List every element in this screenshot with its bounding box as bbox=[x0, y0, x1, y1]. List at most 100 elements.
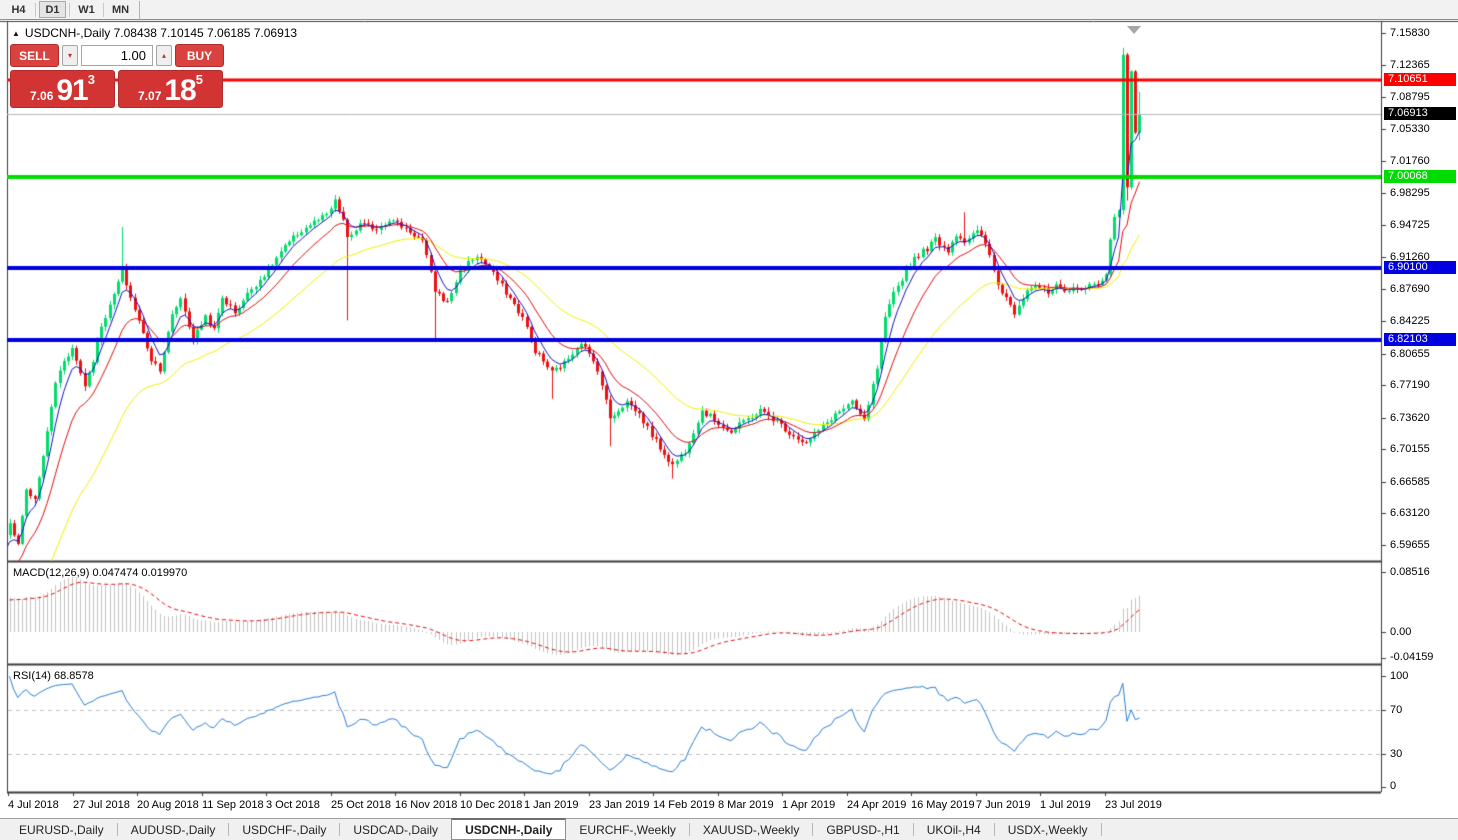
volume-input[interactable] bbox=[81, 45, 153, 66]
date-tick-label: 11 Sep 2018 bbox=[202, 799, 264, 811]
macd-indicator-label: MACD(12,26,9) 0.047474 0.019970 bbox=[13, 567, 188, 579]
price-tick-label: 6.66585 bbox=[1390, 476, 1430, 488]
rsi-tick-label: 100 bbox=[1390, 670, 1409, 682]
hline-price-marker[interactable]: 6.82103 bbox=[1384, 333, 1456, 346]
date-tick-label: 16 Nov 2018 bbox=[395, 799, 458, 811]
price-tick-label: 6.80655 bbox=[1390, 348, 1430, 360]
chart-tab-xauusd[interactable]: XAUUSD-,Weekly bbox=[702, 822, 800, 837]
macd-tick-label: 0.08516 bbox=[1390, 566, 1430, 578]
price-tick-label: 6.84225 bbox=[1390, 315, 1430, 327]
date-tick-label: 1 Jul 2019 bbox=[1040, 799, 1091, 811]
date-tick-label: 1 Jan 2019 bbox=[524, 799, 579, 811]
buy-price-quote[interactable]: 7.07 18 5 bbox=[118, 70, 223, 108]
sell-price-quote[interactable]: 7.06 91 3 bbox=[10, 70, 115, 108]
date-tick-label: 10 Dec 2018 bbox=[460, 799, 523, 811]
price-tick-label: 6.87690 bbox=[1390, 283, 1430, 295]
toolbar-separator bbox=[103, 2, 104, 17]
price-tick-label: 7.12365 bbox=[1390, 59, 1430, 71]
timeframe-toolbar: H4 D1 W1 MN bbox=[0, 0, 1458, 20]
date-tick-label: 14 Feb 2019 bbox=[653, 799, 715, 811]
current-price-marker: 7.06913 bbox=[1384, 107, 1456, 120]
price-tick-label: 6.63120 bbox=[1390, 507, 1430, 519]
price-tick-label: 7.15830 bbox=[1390, 27, 1430, 39]
price-tick-label: 6.77190 bbox=[1390, 379, 1430, 391]
rsi-tick-label: 70 bbox=[1390, 704, 1403, 716]
chart-tab-audusd[interactable]: AUDUSD-,Daily bbox=[130, 822, 216, 837]
volume-increase-button[interactable]: ▴ bbox=[156, 45, 172, 66]
chart-tab-ukoil[interactable]: UKOil-,H4 bbox=[926, 822, 981, 837]
chart-tab-bar: EURUSD-,Daily AUDUSD-,Daily USDCHF-,Daily U… bbox=[0, 818, 1458, 840]
symbol-ohlc-text: USDCNH-,Daily 7.08438 7.10145 7.06185 7.… bbox=[24, 26, 298, 40]
chart-shift-marker-icon[interactable] bbox=[1127, 26, 1141, 34]
tab-separator bbox=[339, 823, 341, 836]
chart-tab-usdcad[interactable]: USDCAD-,Daily bbox=[353, 822, 439, 837]
spin-down-icon: ▾ bbox=[67, 50, 72, 60]
timeframe-button-mn[interactable]: MN bbox=[107, 1, 134, 18]
sell-price-small: 7.06 bbox=[30, 89, 54, 103]
date-tick-label: 23 Jan 2019 bbox=[589, 799, 650, 811]
date-tick-label: 24 Apr 2019 bbox=[847, 799, 907, 811]
date-tick-label: 23 Jul 2019 bbox=[1105, 799, 1162, 811]
chart-tab-usdchf[interactable]: USDCHF-,Daily bbox=[242, 822, 327, 837]
toolbar-separator bbox=[35, 2, 36, 17]
buy-price-small: 7.07 bbox=[138, 89, 162, 103]
hline-price-marker[interactable]: 6.90100 bbox=[1384, 261, 1456, 274]
date-tick-label: 4 Jul 2018 bbox=[8, 799, 59, 811]
rsi-tick-label: 30 bbox=[1390, 748, 1403, 760]
timeframe-button-h4[interactable]: H4 bbox=[5, 1, 32, 18]
price-tick-label: 7.08795 bbox=[1390, 91, 1430, 103]
sell-button[interactable]: SELL bbox=[10, 44, 59, 67]
tab-separator bbox=[116, 823, 118, 836]
chart-tab-usdcnh[interactable]: USDCNH-,Daily bbox=[451, 818, 567, 840]
tab-separator bbox=[912, 823, 914, 836]
price-tick-label: 6.59655 bbox=[1390, 539, 1430, 551]
tab-separator bbox=[812, 823, 814, 836]
tab-separator bbox=[228, 823, 230, 836]
timeframe-button-w1[interactable]: W1 bbox=[73, 1, 100, 18]
buy-price-sup: 5 bbox=[195, 72, 203, 87]
chart-tab-eurchf[interactable]: EURCHF-,Weekly bbox=[579, 822, 676, 837]
toolbar-separator bbox=[69, 2, 70, 17]
price-tick-label: 7.05330 bbox=[1390, 123, 1430, 135]
date-tick-label: 27 Jul 2018 bbox=[73, 799, 130, 811]
rsi-indicator-label: RSI(14) 68.8578 bbox=[13, 670, 94, 682]
price-tick-label: 6.94725 bbox=[1390, 219, 1430, 231]
hline-price-marker[interactable]: 7.00068 bbox=[1384, 170, 1456, 183]
macd-tick-label: 0.00 bbox=[1390, 626, 1412, 638]
trade-panel-quotes: 7.06 91 3 7.07 18 5 bbox=[10, 70, 226, 108]
date-tick-label: 3 Oct 2018 bbox=[266, 799, 320, 811]
trade-panel-top-row: SELL ▾ ▴ BUY bbox=[10, 44, 226, 67]
collapse-triangle-icon[interactable]: ▲ bbox=[12, 29, 20, 38]
date-tick-label: 20 Aug 2018 bbox=[137, 799, 199, 811]
price-tick-label: 7.01760 bbox=[1390, 155, 1430, 167]
buy-price-big: 18 bbox=[164, 74, 196, 107]
chart-tab-usdx[interactable]: USDX-,Weekly bbox=[1007, 822, 1088, 837]
date-tick-label: 7 Jun 2019 bbox=[976, 799, 1031, 811]
price-tick-label: 6.73620 bbox=[1390, 412, 1430, 424]
sell-price-sup: 3 bbox=[87, 72, 95, 87]
buy-button[interactable]: BUY bbox=[175, 44, 224, 67]
time-axis[interactable]: 4 Jul 2018 27 Jul 2018 20 Aug 2018 11 Sep 2… bbox=[0, 799, 1380, 813]
tab-separator bbox=[1100, 823, 1102, 836]
sell-price-big: 91 bbox=[56, 74, 88, 107]
date-tick-label: 16 May 2019 bbox=[911, 799, 975, 811]
price-tick-label: 6.91260 bbox=[1390, 251, 1430, 263]
date-tick-label: 1 Apr 2019 bbox=[782, 799, 836, 811]
chart-tab-eurusd[interactable]: EURUSD-,Daily bbox=[19, 822, 104, 837]
macd-tick-label: -0.04159 bbox=[1390, 651, 1434, 663]
chart-tab-gbpusd[interactable]: GBPUSD-,H1 bbox=[826, 822, 900, 837]
tab-separator bbox=[688, 823, 690, 836]
volume-decrease-button[interactable]: ▾ bbox=[62, 45, 78, 66]
rsi-tick-label: 0 bbox=[1390, 780, 1397, 792]
hline-price-marker[interactable]: 7.10651 bbox=[1384, 73, 1456, 86]
tab-separator bbox=[993, 823, 995, 836]
date-tick-label: 8 Mar 2019 bbox=[718, 799, 774, 811]
toolbar-separator bbox=[139, 0, 141, 19]
price-tick-label: 6.98295 bbox=[1390, 187, 1430, 199]
timeframe-button-d1[interactable]: D1 bbox=[39, 1, 66, 18]
date-tick-label: 25 Oct 2018 bbox=[331, 799, 391, 811]
spin-up-icon: ▴ bbox=[161, 50, 166, 60]
price-tick-label: 6.70155 bbox=[1390, 443, 1430, 455]
